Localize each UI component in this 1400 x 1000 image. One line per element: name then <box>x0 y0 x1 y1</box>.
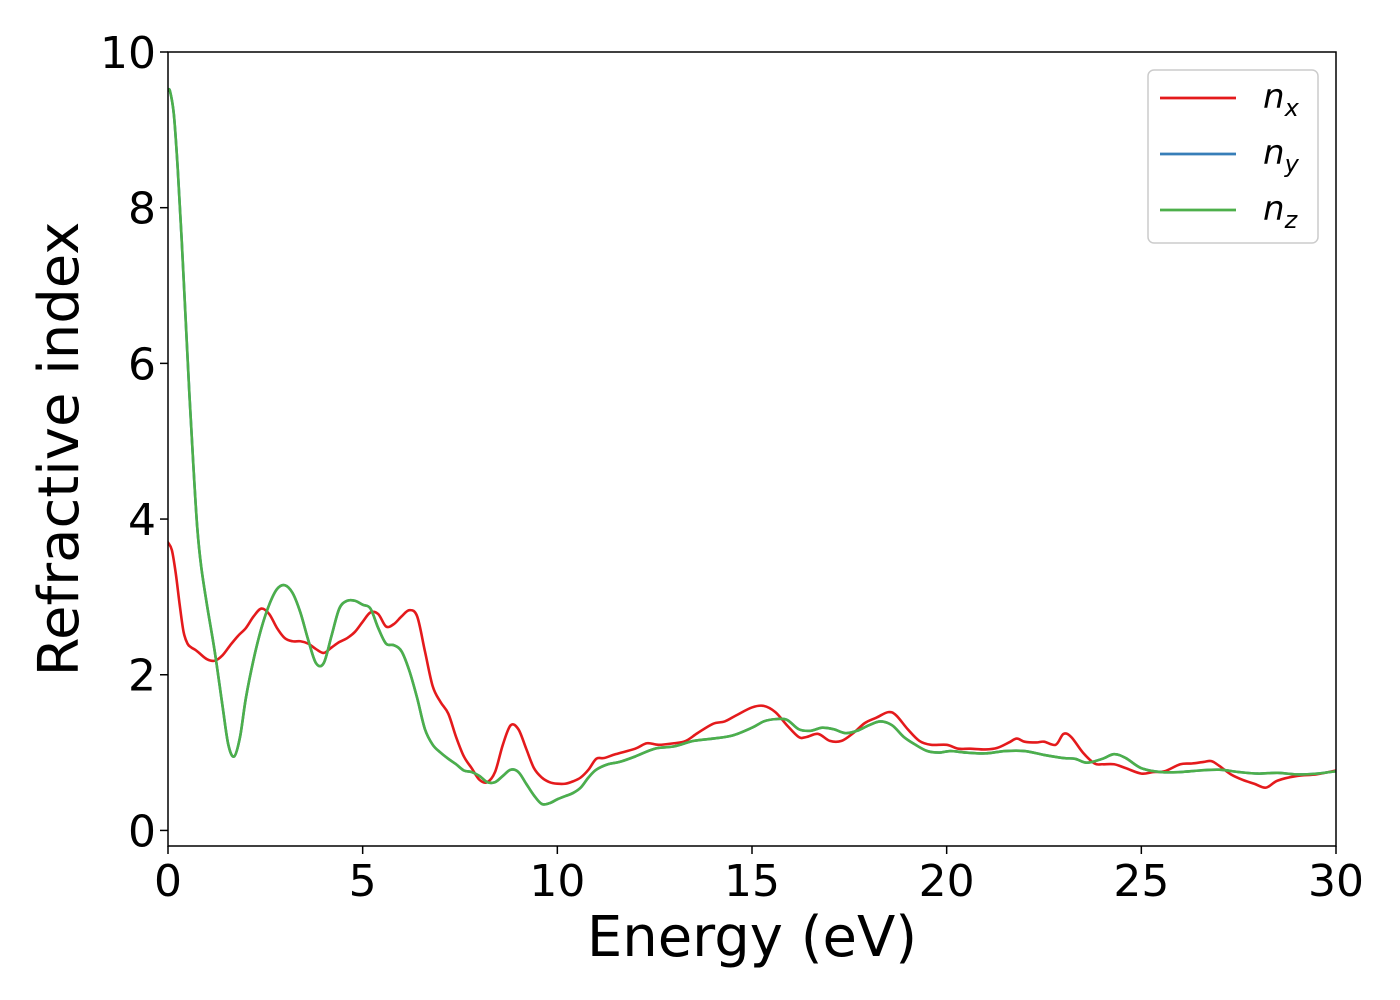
x-tick-label: 15 <box>724 856 780 907</box>
legend-label-base: n <box>1263 133 1285 173</box>
legend-label: ny <box>1263 133 1300 178</box>
x-tick-label: 20 <box>919 856 975 907</box>
legend-label-subscript: x <box>1284 94 1300 122</box>
x-tick-label: 5 <box>349 856 377 907</box>
legend-label-subscript: y <box>1284 150 1300 178</box>
y-tick-label: 6 <box>128 339 156 390</box>
legend-label-subscript: z <box>1284 206 1299 234</box>
legend-box <box>1147 69 1319 244</box>
x-tick-label: 0 <box>154 856 182 907</box>
series-line-0 <box>168 541 1336 789</box>
y-tick-label: 0 <box>128 806 156 857</box>
legend-label-base: n <box>1263 189 1285 229</box>
legend-label-base: n <box>1263 77 1285 117</box>
series-layer <box>168 87 1336 806</box>
x-tick-label: 30 <box>1308 856 1364 907</box>
y-tick-label: 4 <box>128 495 156 546</box>
y-tick-label: 2 <box>128 651 156 702</box>
x-axis-title: Energy (eV) <box>587 905 917 970</box>
y-axis: 0 2 4 6 8 10 <box>100 28 168 857</box>
y-axis-title: Refractive index <box>27 222 92 677</box>
legend-label: nx <box>1263 77 1300 122</box>
x-axis: 0 5 10 15 20 25 30 <box>154 846 1364 907</box>
series-line-2 <box>168 87 1336 806</box>
x-tick-label: 25 <box>1113 856 1169 907</box>
y-tick-label: 10 <box>100 28 156 79</box>
legend-label: nz <box>1263 189 1299 234</box>
x-tick-label: 10 <box>529 856 585 907</box>
y-tick-label: 8 <box>128 184 156 235</box>
